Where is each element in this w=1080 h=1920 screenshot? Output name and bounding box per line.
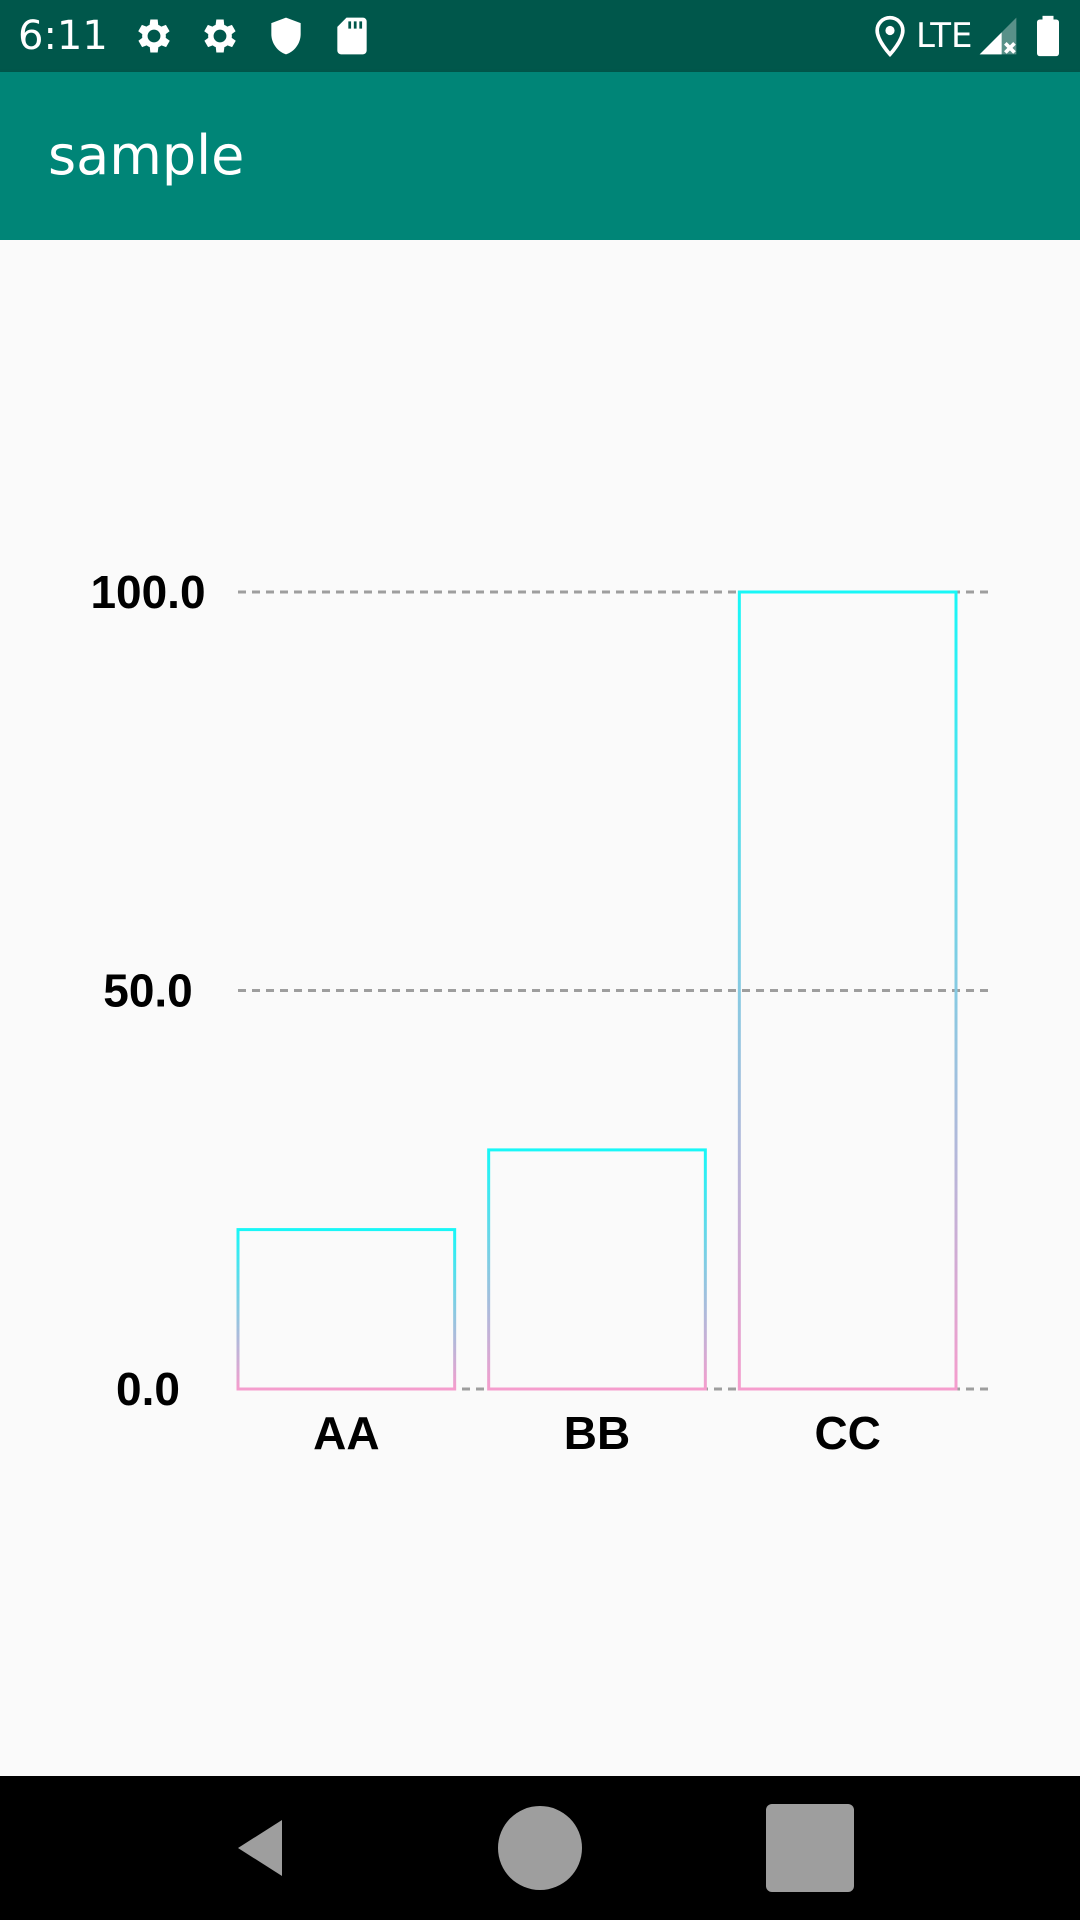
bar-aa[interactable] — [236, 1228, 457, 1391]
y-tick-label: 100.0 — [90, 566, 205, 618]
navigation-bar — [0, 1776, 1080, 1920]
location-icon — [875, 15, 905, 58]
x-tick-label: AA — [313, 1407, 379, 1459]
y-tick-label: 50.0 — [103, 965, 193, 1017]
home-icon[interactable] — [496, 1804, 584, 1892]
app-bar: sample — [0, 72, 1080, 240]
network-type: LTE — [916, 16, 973, 56]
recents-icon[interactable] — [766, 1804, 854, 1892]
app-title: sample — [48, 124, 245, 187]
x-tick-label: BB — [564, 1407, 630, 1459]
y-tick-label: 0.0 — [116, 1363, 180, 1415]
status-time: 6:11 — [18, 13, 108, 59]
bar-bb[interactable] — [487, 1148, 707, 1391]
sd-card-icon — [337, 17, 367, 55]
status-bar: 6:11 LTE — [0, 0, 1080, 72]
settings-icon — [138, 19, 170, 53]
signal-icon — [979, 17, 1017, 55]
bar-cc[interactable] — [737, 590, 958, 1391]
battery-icon — [1037, 15, 1059, 57]
x-tick-label: CC — [814, 1407, 880, 1459]
back-icon[interactable] — [222, 1804, 310, 1892]
settings-icon — [204, 19, 236, 53]
content-area: 0.0 50.0 100.0 AA BB CC — [0, 240, 1080, 1776]
shield-icon — [271, 17, 301, 55]
bar-chart: 0.0 50.0 100.0 AA BB CC — [90, 566, 990, 1459]
